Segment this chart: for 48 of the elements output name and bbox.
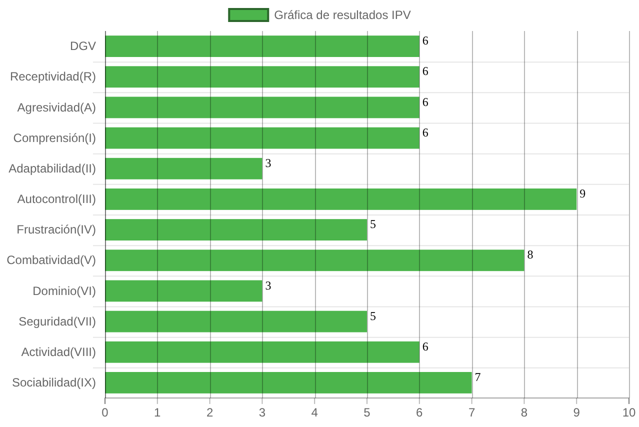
data-label: 8 bbox=[527, 248, 534, 262]
y-tick-label: Frustración(IV) bbox=[16, 222, 96, 237]
data-label: 6 bbox=[422, 94, 428, 109]
x-tick-label: 10 bbox=[622, 406, 636, 420]
bar bbox=[105, 66, 420, 88]
y-tick-label: Sociabilidad(IX) bbox=[12, 376, 96, 390]
y-tick-label: Agresividad(A) bbox=[17, 100, 96, 114]
bar bbox=[105, 36, 420, 57]
x-tick-label: 2 bbox=[206, 406, 214, 420]
data-label: 5 bbox=[370, 308, 376, 323]
y-tick-label: Seguridad(VII) bbox=[18, 314, 96, 328]
bar bbox=[105, 127, 420, 149]
data-label: 3 bbox=[265, 156, 272, 170]
data-label: 9 bbox=[580, 186, 586, 201]
data-label: 6 bbox=[422, 64, 428, 78]
data-label: 3 bbox=[265, 278, 272, 292]
y-tick-label: Receptividad(R) bbox=[10, 70, 96, 84]
x-tick-label: 9 bbox=[573, 406, 580, 420]
y-tick-label: DGV bbox=[70, 39, 96, 54]
x-tick-label: 8 bbox=[520, 406, 528, 420]
bar bbox=[105, 372, 472, 394]
y-tick-label: Dominio(VI) bbox=[32, 284, 96, 298]
y-tick-label: Autocontrol(III) bbox=[17, 192, 96, 206]
legend-label: Gráfica de resultados IPV bbox=[274, 8, 411, 22]
bar bbox=[105, 310, 367, 332]
bar bbox=[105, 341, 420, 363]
bar bbox=[105, 250, 524, 272]
data-label: 7 bbox=[474, 370, 481, 384]
y-tick-label: Comprensión(I) bbox=[13, 130, 96, 145]
data-label: 6 bbox=[422, 339, 428, 354]
data-label: 6 bbox=[422, 34, 428, 48]
y-tick-label: Combatividad(V) bbox=[6, 253, 96, 268]
y-tick-label: Adaptabilidad(II) bbox=[8, 161, 96, 176]
x-tick-label: 5 bbox=[364, 406, 371, 420]
data-label: 5 bbox=[370, 217, 376, 232]
bar bbox=[105, 158, 262, 180]
bar bbox=[105, 280, 262, 302]
y-tick-label: Actividad(VIII) bbox=[21, 344, 96, 359]
bar bbox=[105, 219, 367, 240]
x-tick-label: 4 bbox=[311, 406, 318, 420]
bar bbox=[105, 96, 420, 118]
x-tick-label: 1 bbox=[154, 406, 162, 420]
x-tick-label: 3 bbox=[258, 406, 266, 420]
x-tick-label: 7 bbox=[468, 406, 476, 420]
bar bbox=[105, 188, 577, 210]
x-tick-label: 6 bbox=[416, 406, 424, 420]
x-tick-label: 0 bbox=[102, 406, 109, 420]
data-label: 6 bbox=[422, 125, 428, 140]
